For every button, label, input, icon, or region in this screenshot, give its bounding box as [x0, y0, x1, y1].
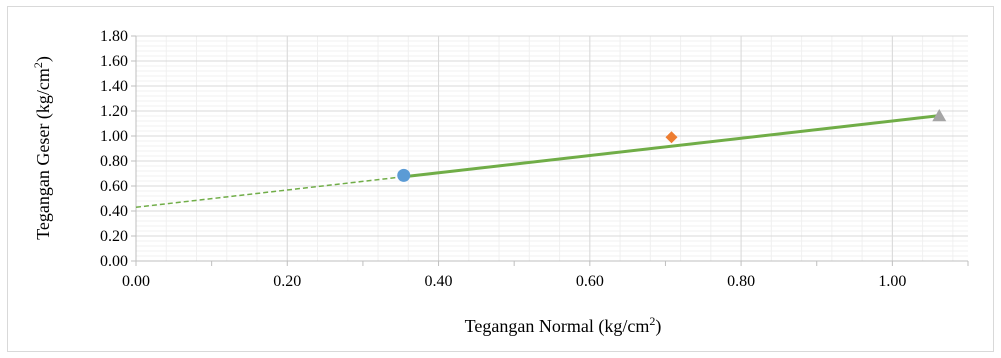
x-tick-label: 0.00 — [122, 273, 150, 290]
x-axis-title: Tegangan Normal (kg/cm2) — [465, 314, 662, 337]
grid — [135, 35, 968, 262]
trendline — [135, 114, 940, 208]
y-tick-label: 1.60 — [100, 53, 128, 70]
data-point-circle — [397, 168, 411, 182]
x-tick-label: 0.20 — [273, 273, 301, 290]
data-points — [397, 109, 947, 182]
y-tick-label: 0.00 — [100, 253, 128, 270]
y-tick-label: 0.80 — [100, 153, 128, 170]
data-point-diamond — [665, 131, 678, 144]
x-tick-label: 0.80 — [727, 273, 755, 290]
trendline-extension-dashed — [135, 175, 404, 208]
y-tick-label: 1.80 — [100, 28, 128, 45]
y-tick-label: 0.40 — [100, 203, 128, 220]
y-tick-label: 1.40 — [100, 78, 128, 95]
tick-labels: 0.00 0.20 0.40 0.60 0.80 1.00 1.20 1.40 1.60 1.80… — [100, 28, 906, 290]
x-tick-label: 0.60 — [576, 273, 604, 290]
y-tick-label: 1.00 — [100, 128, 128, 145]
x-tick-label: 0.40 — [425, 273, 453, 290]
trendline-solid — [403, 114, 940, 179]
axes — [131, 35, 969, 266]
x-tick-label: 1.00 — [878, 273, 906, 290]
y-tick-label: 0.60 — [100, 178, 128, 195]
y-tick-label: 0.20 — [100, 228, 128, 245]
y-axis-title: Tegangan Geser (kg/cm2) — [31, 56, 54, 240]
data-point-triangle — [932, 109, 947, 122]
chart-frame — [7, 6, 994, 352]
y-tick-label: 1.20 — [100, 103, 128, 120]
